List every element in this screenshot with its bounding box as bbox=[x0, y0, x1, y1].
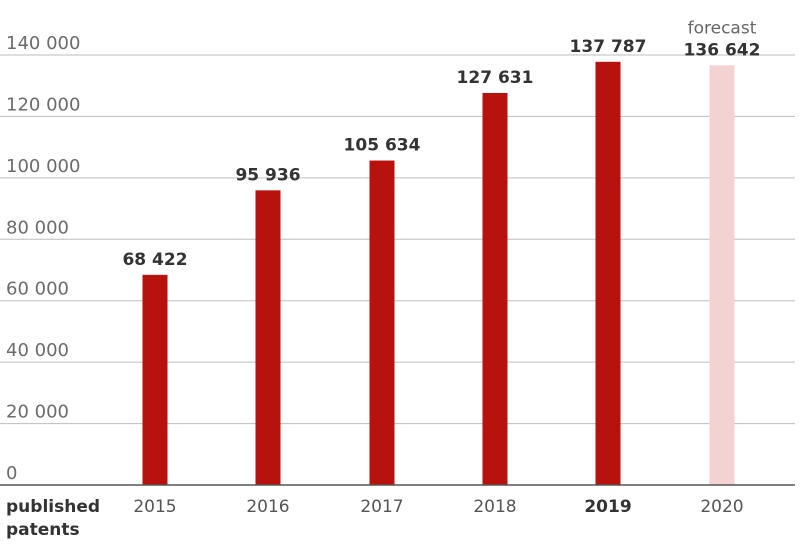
value-label-2019: 137 787 bbox=[570, 37, 647, 57]
y-axis-ticks: 0 20 000 40 000 60 000 80 000 100 000 120 000 1… bbox=[6, 33, 80, 484]
x-tick-label-2015: 2015 bbox=[133, 497, 176, 517]
bar-2017 bbox=[369, 160, 395, 485]
y-tick-label: 140 000 bbox=[6, 33, 80, 54]
y-tick-label: 20 000 bbox=[6, 402, 69, 423]
x-axis-label-line1: published bbox=[6, 497, 100, 517]
y-tick-label: 0 bbox=[6, 463, 17, 484]
bar-2018 bbox=[482, 92, 508, 485]
value-label-2017: 105 634 bbox=[344, 136, 421, 156]
x-tick-label-2019: 2019 bbox=[584, 497, 631, 517]
x-axis-label-line2: patents bbox=[6, 520, 80, 540]
value-label-2018: 127 631 bbox=[457, 68, 534, 88]
y-tick-label: 60 000 bbox=[6, 279, 69, 300]
value-label-2015: 68 422 bbox=[122, 250, 187, 270]
x-tick-label-2017: 2017 bbox=[360, 497, 403, 517]
y-tick-label: 120 000 bbox=[6, 94, 80, 115]
y-tick-label: 80 000 bbox=[6, 217, 69, 238]
bar-2015 bbox=[142, 274, 168, 485]
x-tick-label-2016: 2016 bbox=[246, 497, 289, 517]
value-label-2016: 95 936 bbox=[235, 165, 300, 185]
value-label-2020: 136 642 bbox=[684, 40, 761, 60]
x-tick-label-2018: 2018 bbox=[473, 497, 516, 517]
bar-2019 bbox=[595, 61, 621, 486]
y-tick-label: 100 000 bbox=[6, 156, 80, 177]
forecast-note: forecast bbox=[688, 18, 757, 38]
bar-2016 bbox=[255, 190, 281, 486]
value-labels: 68 422 95 936 105 634 127 631 137 787 136 642… bbox=[122, 18, 760, 270]
bars bbox=[142, 61, 735, 486]
x-tick-label-2020: 2020 bbox=[700, 497, 743, 517]
y-tick-label: 40 000 bbox=[6, 340, 69, 361]
x-axis-ticks: 2015 2016 2017 2018 2019 2020 bbox=[133, 497, 743, 517]
grid-lines bbox=[0, 54, 795, 425]
bar-2020 bbox=[709, 65, 735, 486]
